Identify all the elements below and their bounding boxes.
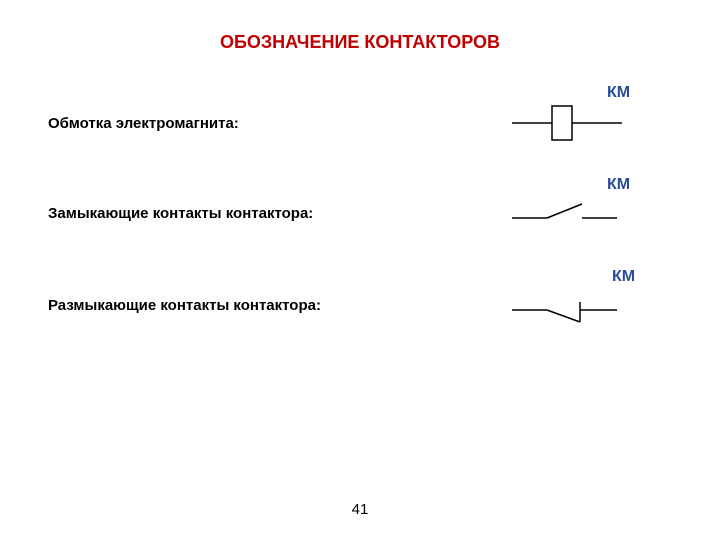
symbol-row-no-contact: Замыкающие контакты контактора: КМ — [48, 178, 672, 248]
nc-contact-icon — [512, 270, 672, 340]
symbol-row-nc-contact: Размыкающие контакты контактора: КМ — [48, 270, 672, 340]
page-number: 41 — [0, 501, 720, 518]
km-label-no-contact: КМ — [607, 176, 630, 194]
page-title: ОБОЗНАЧЕНИЕ КОНТАКТОРОВ — [0, 32, 720, 53]
symbol-row-coil: Обмотка электромагнита: КМ — [48, 88, 672, 158]
label-nc-contact: Размыкающие контакты контактора: — [48, 297, 321, 314]
symbol-nc-contact-wrap: КМ — [512, 270, 672, 340]
km-label-nc-contact: КМ — [612, 268, 635, 286]
label-coil: Обмотка электромагнита: — [48, 115, 239, 132]
coil-icon — [512, 88, 672, 158]
km-label-coil: КМ — [607, 84, 630, 102]
label-no-contact: Замыкающие контакты контактора: — [48, 205, 313, 222]
symbol-coil-wrap: КМ — [512, 88, 672, 158]
no-contact-icon — [512, 178, 672, 248]
symbol-no-contact-wrap: КМ — [512, 178, 672, 248]
